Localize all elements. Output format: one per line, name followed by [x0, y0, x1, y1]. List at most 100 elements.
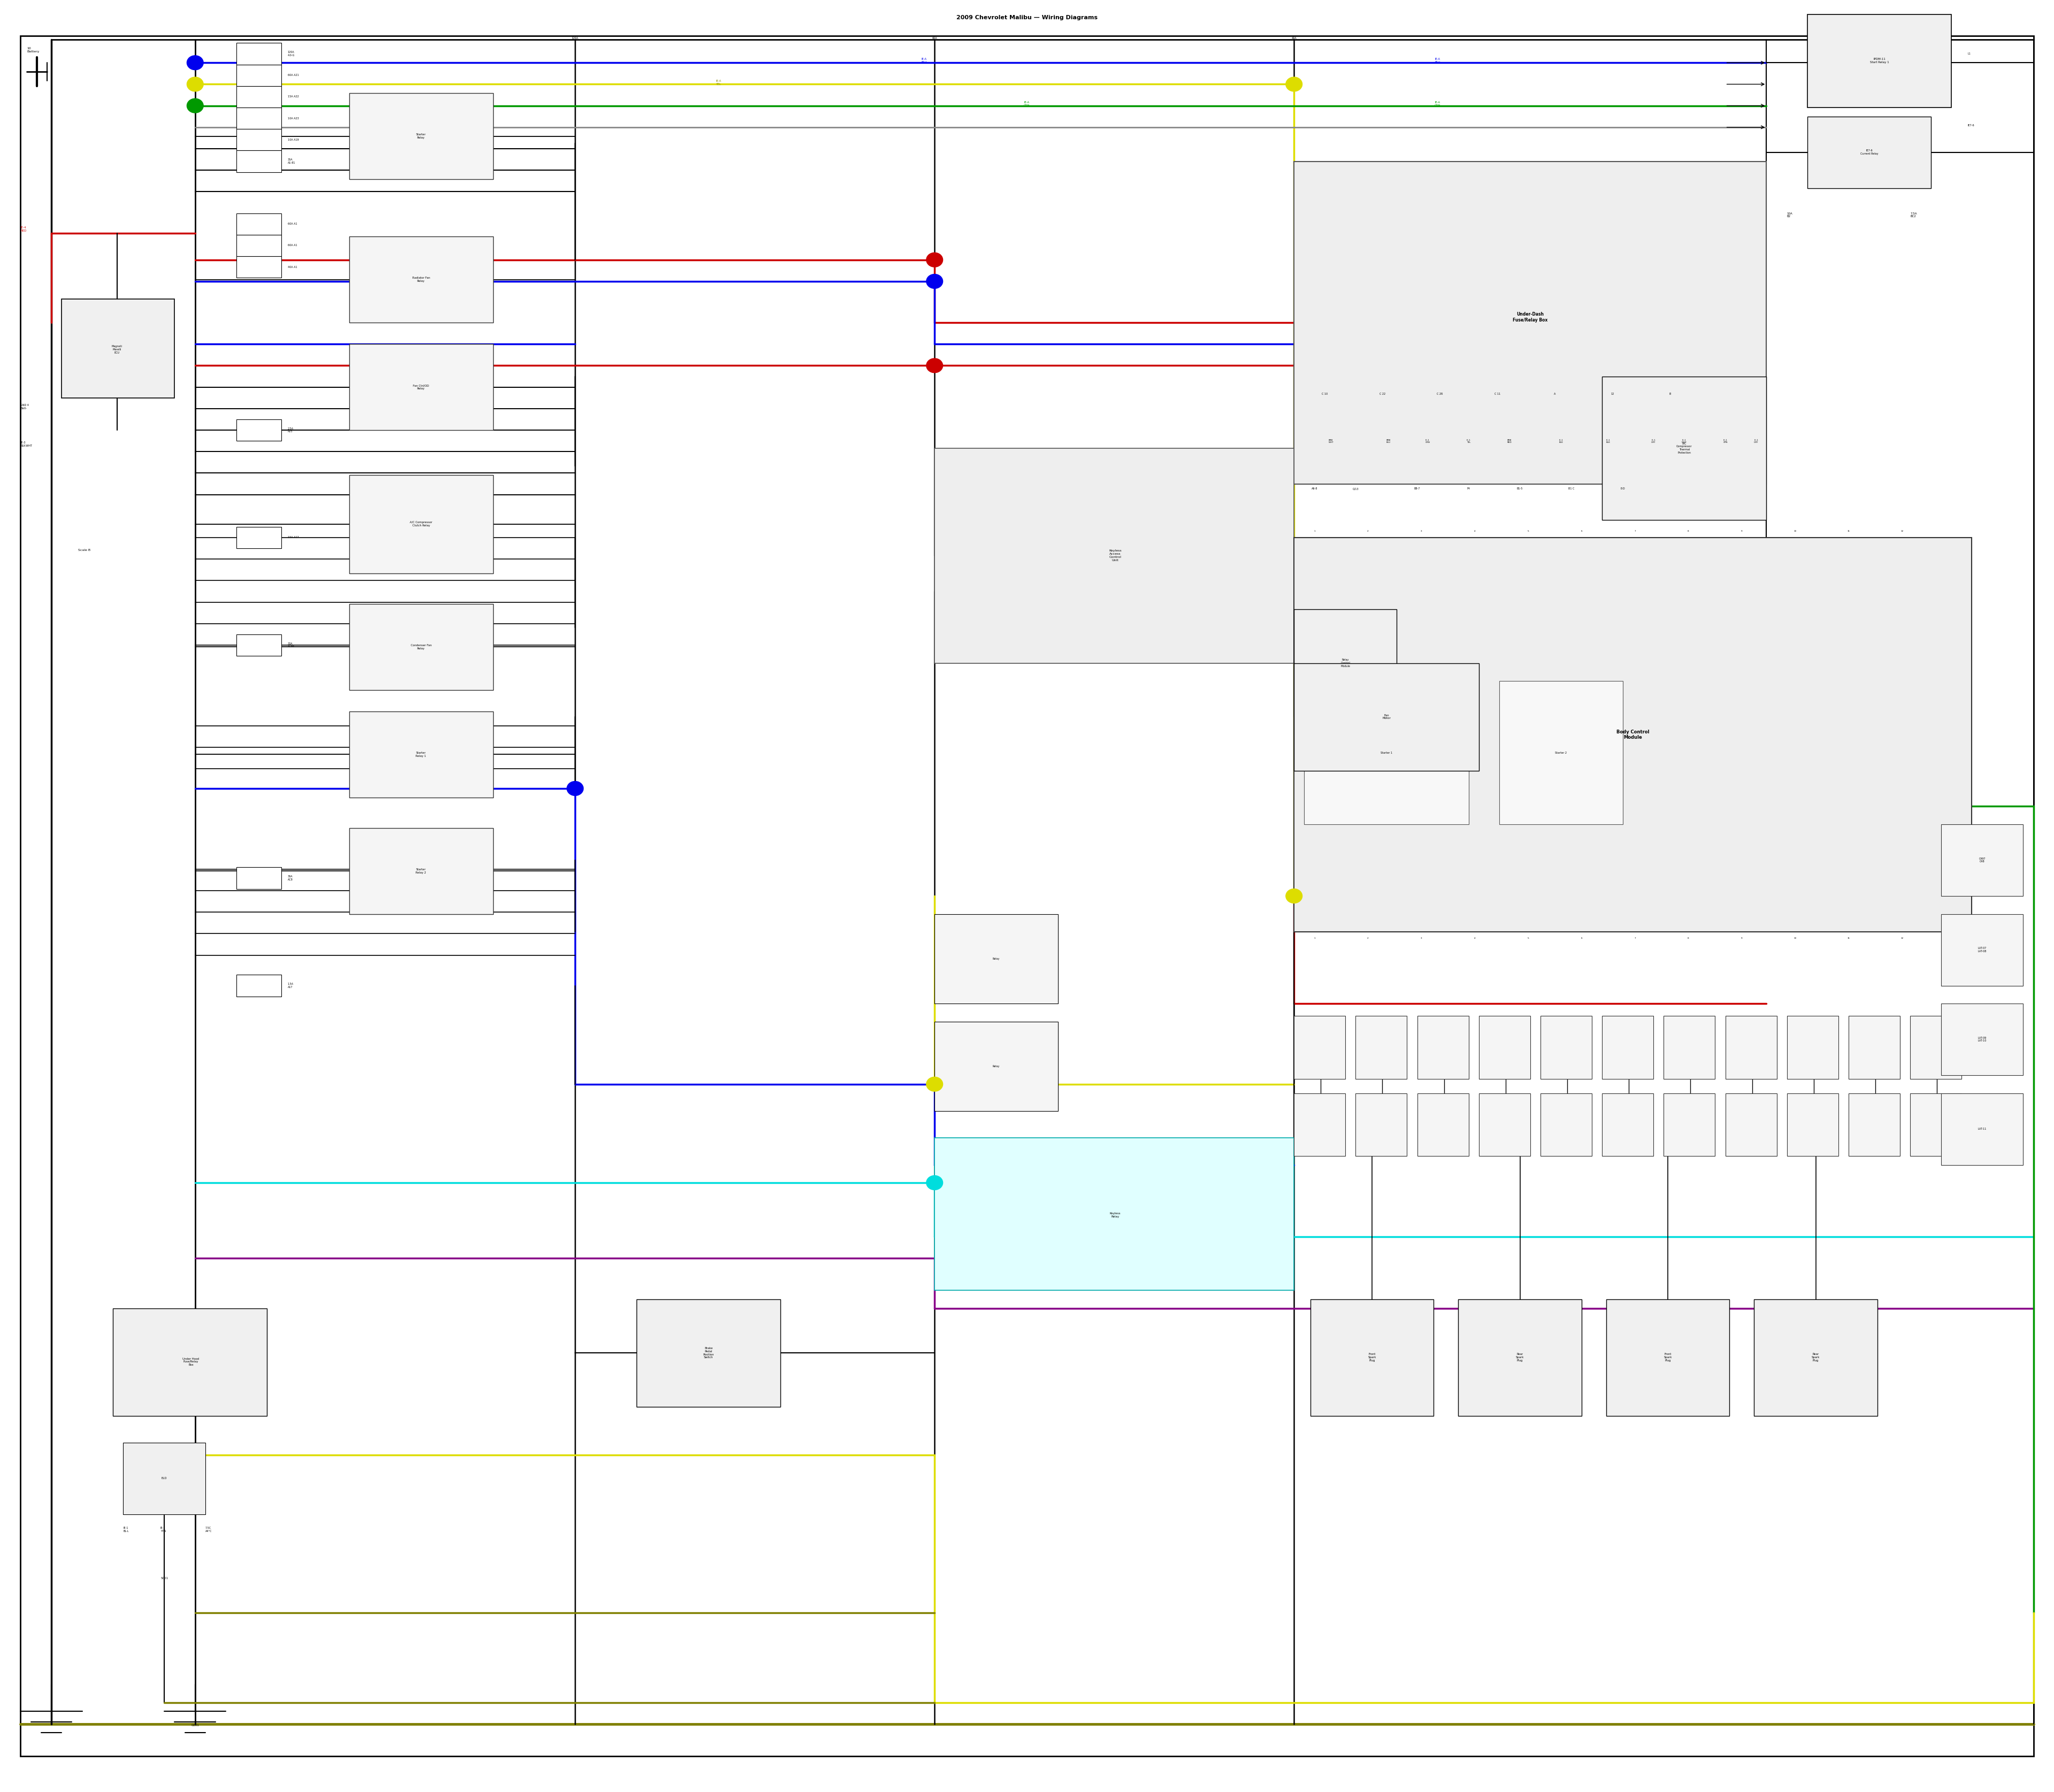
Bar — [236, 419, 281, 441]
Text: 8RB
RED: 8RB RED — [1508, 439, 1512, 444]
Text: 7.5C
A4°C: 7.5C A4°C — [205, 1527, 212, 1532]
Text: Relay
Control
Module: Relay Control Module — [1341, 659, 1349, 667]
Bar — [1479, 1093, 1530, 1156]
Text: B1 C: B1 C — [1569, 487, 1573, 489]
Bar — [236, 527, 281, 548]
Text: IE7-6
Current Relay: IE7-6 Current Relay — [1861, 149, 1877, 156]
Text: C497
C48: C497 C48 — [1978, 857, 1986, 864]
Text: Keyless
Relay: Keyless Relay — [1109, 1211, 1121, 1219]
Bar — [236, 867, 281, 889]
Text: Radiator Fan
Relay: Radiator Fan Relay — [413, 276, 429, 283]
Text: A/C
Compressor
Thermal
Protection: A/C Compressor Thermal Protection — [1676, 443, 1692, 453]
Bar — [1294, 663, 1479, 771]
Text: IE-A
YEL: IE-A YEL — [717, 79, 721, 86]
Text: IE-1
TEL: IE-1 TEL — [1467, 439, 1471, 444]
Circle shape — [1286, 889, 1302, 903]
Text: 120A: 120A — [571, 38, 579, 39]
Bar — [349, 711, 493, 797]
Text: IE-4
RED: IE-4 RED — [21, 226, 27, 233]
Bar — [1910, 1016, 1962, 1079]
Text: GND 4
Batt-: GND 4 Batt- — [21, 403, 29, 410]
Text: IE-1
BLK: IE-1 BLK — [1606, 439, 1610, 444]
Text: B8-7: B8-7 — [1415, 487, 1419, 489]
Text: Brake
Pedal
Position
Switch: Brake Pedal Position Switch — [702, 1348, 715, 1358]
Text: 7.5A
BC2: 7.5A BC2 — [1910, 211, 1916, 219]
Bar — [236, 108, 281, 129]
Bar — [236, 634, 281, 656]
Bar — [62, 299, 175, 398]
Text: Starter 2: Starter 2 — [1555, 751, 1567, 754]
Text: S001: S001 — [160, 1577, 168, 1579]
Bar — [1294, 1093, 1345, 1156]
Bar — [349, 828, 493, 914]
Text: Front
Spark
Plug: Front Spark Plug — [1368, 1353, 1376, 1362]
Text: 60A A1: 60A A1 — [288, 222, 298, 226]
Bar — [1664, 1016, 1715, 1079]
Circle shape — [1286, 77, 1302, 91]
Bar — [113, 1308, 267, 1416]
Text: IE-A
BLU: IE-A BLU — [922, 57, 926, 65]
Bar — [1808, 14, 1951, 108]
Circle shape — [926, 274, 943, 289]
Bar — [1417, 1093, 1469, 1156]
Bar — [1725, 1093, 1777, 1156]
Bar — [637, 1299, 781, 1407]
Bar — [1294, 161, 1766, 484]
Text: A/C Compressor
Clutch Relay: A/C Compressor Clutch Relay — [409, 521, 433, 527]
Bar — [236, 43, 281, 65]
Text: Under Hood
Fuse/Relay
Box: Under Hood Fuse/Relay Box — [183, 1358, 199, 1366]
Bar — [236, 235, 281, 256]
Bar — [1602, 1016, 1653, 1079]
Bar — [1849, 1016, 1900, 1079]
Circle shape — [567, 781, 583, 796]
Text: Condenser Fan
Relay: Condenser Fan Relay — [411, 643, 431, 650]
Text: 15A A22: 15A A22 — [288, 95, 298, 99]
Bar — [349, 475, 493, 573]
Bar — [1356, 1016, 1407, 1079]
Text: Starter
Relay 2: Starter Relay 2 — [415, 867, 427, 874]
Text: Rear
Spark
Plug: Rear Spark Plug — [1812, 1353, 1820, 1362]
Text: IE-1
GRY: IE-1 GRY — [1651, 439, 1656, 444]
Bar — [1849, 1093, 1900, 1156]
Text: 12: 12 — [1900, 937, 1904, 939]
Text: IE-1
WHT: IE-1 WHT — [1682, 439, 1686, 444]
Text: B1-5: B1-5 — [1518, 487, 1522, 489]
Text: 60A: 60A — [933, 38, 937, 39]
Text: IE-A
GRN: IE-A GRN — [1436, 100, 1440, 108]
Text: L1: L1 — [1968, 52, 1972, 56]
Bar — [1458, 1299, 1582, 1416]
Bar — [236, 129, 281, 151]
Bar — [236, 151, 281, 172]
Text: 2009 Chevrolet Malibu — Wiring Diagrams: 2009 Chevrolet Malibu — Wiring Diagrams — [957, 16, 1097, 20]
Text: Fan Ctrl/OD
Relay: Fan Ctrl/OD Relay — [413, 383, 429, 391]
Circle shape — [187, 99, 203, 113]
Text: 60A A21: 60A A21 — [288, 73, 298, 77]
Text: IE-1
BLK: IE-1 BLK — [1559, 439, 1563, 444]
Text: 8RB
BLU: 8RB BLU — [1386, 439, 1391, 444]
Bar — [1941, 914, 2023, 986]
Bar — [1664, 1093, 1715, 1156]
Text: IE7-6: IE7-6 — [1968, 124, 1974, 127]
Text: IE-1
YT-S: IE-1 YT-S — [160, 1527, 166, 1532]
Text: 10A A23: 10A A23 — [288, 116, 298, 120]
Text: 60A A1: 60A A1 — [288, 244, 298, 247]
Bar — [935, 1021, 1058, 1111]
Text: E-D: E-D — [1621, 487, 1625, 489]
Text: 2.5A
A25: 2.5A A25 — [288, 426, 294, 434]
Bar — [935, 448, 1294, 663]
Circle shape — [926, 253, 943, 267]
Text: 1.5A
A17: 1.5A A17 — [288, 982, 294, 989]
Text: 11: 11 — [1847, 937, 1851, 939]
Bar — [1356, 1093, 1407, 1156]
Bar — [236, 65, 281, 86]
Text: C 10: C 10 — [1323, 392, 1327, 396]
Bar — [1808, 116, 1931, 188]
Text: Starter 1: Starter 1 — [1380, 751, 1393, 754]
Text: G001: G001 — [191, 1724, 199, 1726]
Text: 12: 12 — [1610, 392, 1614, 396]
Bar — [1310, 1299, 1434, 1416]
Bar — [349, 604, 493, 690]
Circle shape — [187, 56, 203, 70]
Text: Fan
Motor: Fan Motor — [1382, 713, 1391, 720]
Text: Rear
Spark
Plug: Rear Spark Plug — [1516, 1353, 1524, 1362]
